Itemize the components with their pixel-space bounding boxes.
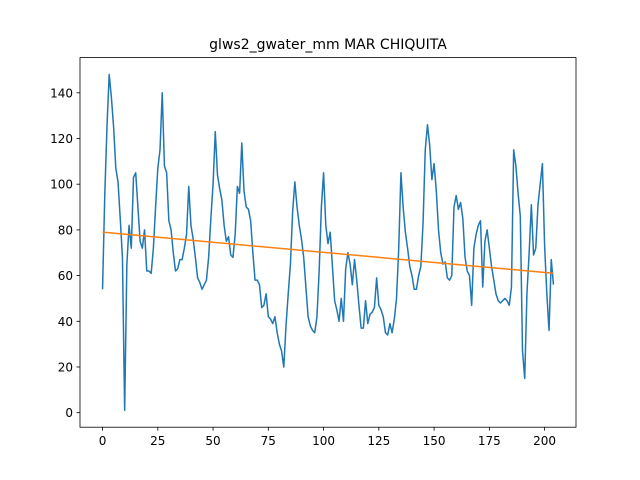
x-tick-label: 0 [99,434,107,448]
x-tick-label: 150 [423,434,446,448]
y-tick-label: 120 [50,132,73,146]
x-tick-label: 100 [312,434,335,448]
data-line [101,73,555,412]
x-tick-label: 125 [367,434,390,448]
x-tick-label: 175 [478,434,501,448]
y-tick-label: 100 [50,178,73,192]
x-tick-label: 200 [533,434,556,448]
y-tick-label: 80 [58,223,73,237]
y-tick-label: 40 [58,315,73,329]
y-tick-label: 60 [58,269,73,283]
x-tick-label: 25 [150,434,165,448]
x-tick-label: 75 [261,434,276,448]
y-tick-label: 140 [50,86,73,100]
data-line [102,231,554,275]
x-tick-label: 50 [205,434,220,448]
chart-title: glws2_gwater_mm MAR CHIQUITA [209,37,447,53]
plot-frame [79,57,577,428]
y-tick-label: 20 [58,360,73,374]
y-tick-label: 0 [65,406,73,420]
